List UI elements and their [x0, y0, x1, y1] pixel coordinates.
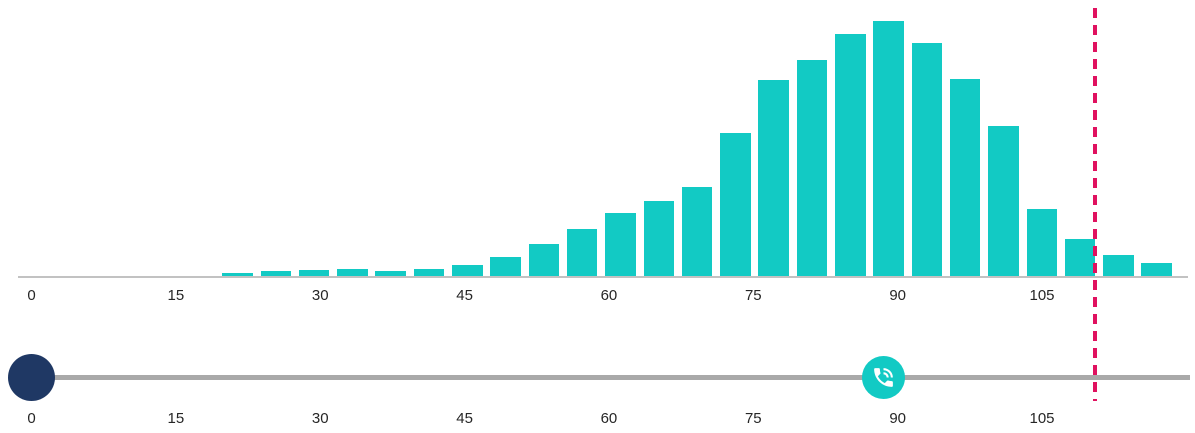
histogram-bar	[1026, 208, 1058, 278]
histogram-bar	[911, 42, 943, 278]
slider-axis-tick-15: 15	[167, 410, 185, 427]
histogram-bar	[835, 33, 866, 278]
histogram-bar	[413, 268, 445, 278]
slider-axis-tick-30: 30	[311, 410, 329, 427]
histogram-bar	[988, 125, 1019, 278]
slider-axis-tick-90: 90	[889, 410, 906, 427]
phone-volume-icon	[873, 367, 893, 387]
histogram-bar	[949, 78, 981, 278]
histogram-bar	[681, 186, 713, 278]
slider-axis-tick-45: 45	[456, 410, 473, 427]
histogram-bar	[605, 212, 636, 278]
threshold-line	[1092, 8, 1097, 401]
histogram-bar	[490, 256, 521, 278]
histogram-axis-tick-30: 30	[311, 287, 329, 304]
histogram-bar	[528, 243, 560, 278]
histogram-bar	[643, 200, 675, 278]
histogram-bar	[222, 272, 253, 278]
histogram-bar	[1141, 262, 1172, 278]
slider-axis-tick-105: 105	[1029, 410, 1055, 427]
histogram-axis-tick-75: 75	[744, 287, 762, 304]
histogram-bar	[337, 268, 368, 278]
x-axis-line	[18, 275, 1188, 278]
slider-handle-phone[interactable]	[861, 355, 905, 399]
histogram-bar	[298, 269, 330, 278]
histogram-bar	[720, 132, 751, 278]
histogram-bar	[1064, 238, 1096, 278]
slider-axis-tick-0: 0	[27, 410, 36, 427]
histogram-axis-tick-0: 0	[27, 287, 36, 304]
slider-handle-start[interactable]	[8, 353, 55, 401]
histogram-axis-tick-105: 105	[1029, 287, 1055, 304]
slider-axis-tick-60: 60	[600, 410, 618, 427]
histogram-bar	[796, 59, 828, 278]
histogram-bar	[566, 228, 598, 278]
histogram-axis-tick-45: 45	[456, 287, 473, 304]
histogram-bar	[260, 270, 292, 278]
histogram-bar	[452, 264, 483, 278]
histogram-axis-tick-90: 90	[889, 287, 906, 304]
histogram-axis-tick-60: 60	[600, 287, 618, 304]
histogram-axis-tick-15: 15	[167, 287, 185, 304]
slider-track[interactable]	[20, 374, 1190, 380]
histogram-bar	[1103, 254, 1134, 278]
histogram-bar	[873, 20, 904, 278]
histogram-bar	[758, 79, 789, 278]
slider-axis-tick-75: 75	[744, 410, 762, 427]
histogram-bar	[375, 271, 406, 278]
